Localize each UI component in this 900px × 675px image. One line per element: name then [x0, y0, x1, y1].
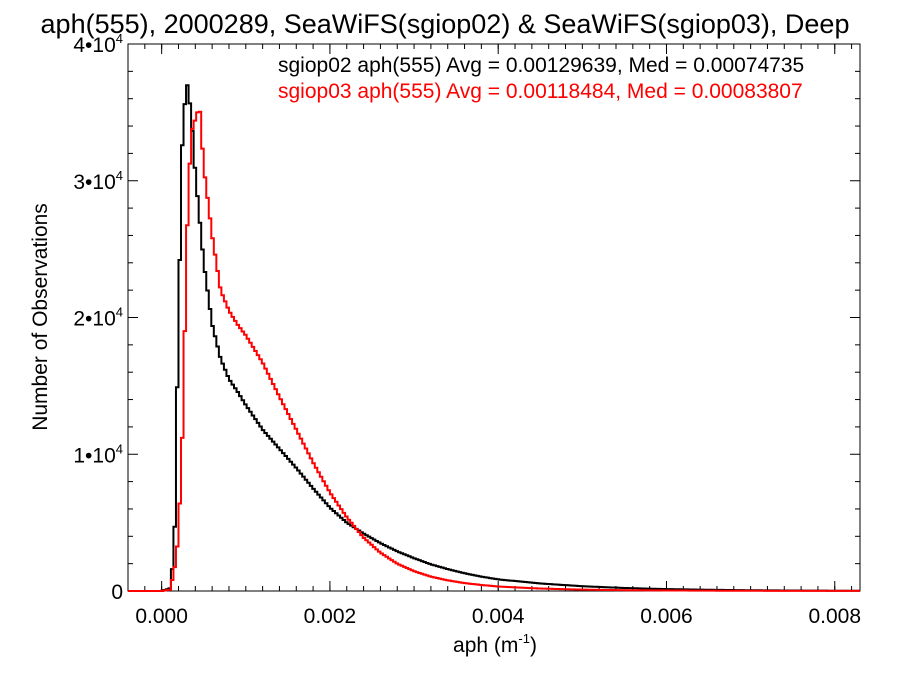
y-tick-label-base: 1•10: [73, 444, 115, 467]
plot-frame: [127, 43, 861, 592]
y-tick-label-base: 2•10: [73, 308, 115, 331]
y-axis-label: Number of Observations: [29, 203, 52, 431]
x-tick-label: 0.008: [808, 605, 861, 628]
x-axis-label-close: ): [530, 634, 537, 657]
y-tick-label: 0: [111, 581, 123, 604]
legend-entry-sgiop03: sgiop03 aph(555) Avg = 0.00118484, Med =…: [278, 80, 803, 103]
x-axis-label-text: aph (m: [453, 634, 518, 657]
x-tick-label: 0.006: [640, 605, 693, 628]
y-tick-label: 2•104: [73, 305, 123, 331]
y-tick-label-exponent: 4: [116, 305, 123, 320]
x-tick-label: 0.000: [135, 605, 188, 628]
x-tick-label: 0.002: [304, 605, 357, 628]
x-axis-label: aph (m-1): [453, 631, 537, 657]
series-layer: [128, 84, 860, 592]
legend-entry-sgiop02: sgiop02 aph(555) Avg = 0.00129639, Med =…: [278, 54, 804, 77]
x-tick-label: 0.004: [472, 605, 525, 628]
y-tick-label-exponent: 4: [116, 441, 123, 456]
y-tick-label-exponent: 4: [116, 168, 123, 183]
y-tick-label: 1•104: [73, 441, 123, 467]
y-tick-label-exponent: 4: [116, 31, 123, 46]
x-axis-ticks: 0.000 0.002 0.004 0.006 0.008: [127, 44, 861, 628]
y-tick-label: 3•104: [73, 168, 123, 194]
series-line-sgiop02: [128, 84, 860, 592]
y-tick-label-base: 0: [111, 581, 123, 604]
y-tick-label-base: 3•10: [73, 171, 115, 194]
chart-title: aph(555), 2000289, SeaWiFS(sgiop02) & Se…: [41, 9, 850, 39]
y-tick-label-base: 4•10: [73, 34, 115, 57]
x-axis-label-exponent: -1: [518, 631, 530, 646]
y-tick-label: 4•104: [73, 31, 123, 57]
series-line-sgiop03: [128, 110, 860, 592]
